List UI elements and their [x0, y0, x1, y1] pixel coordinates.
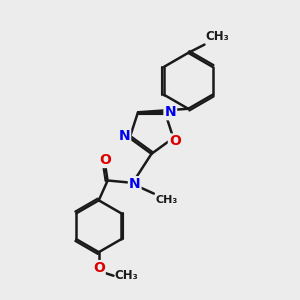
Text: N: N [164, 105, 176, 119]
Text: O: O [169, 134, 181, 148]
Text: N: N [129, 177, 140, 191]
Text: CH₃: CH₃ [206, 30, 230, 44]
Text: CH₃: CH₃ [115, 269, 138, 282]
Text: CH₃: CH₃ [155, 195, 177, 205]
Text: O: O [93, 261, 105, 275]
Text: N: N [118, 130, 130, 143]
Text: O: O [99, 153, 111, 167]
